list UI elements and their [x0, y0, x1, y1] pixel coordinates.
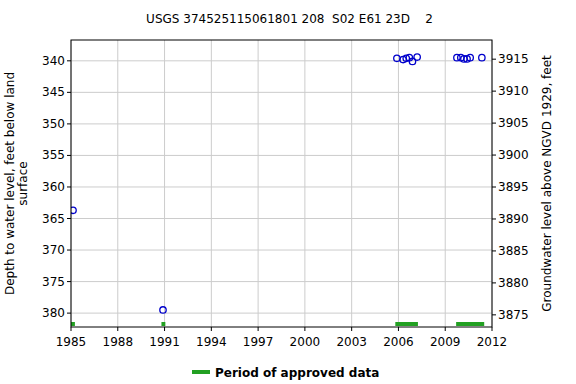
tick	[67, 313, 71, 314]
y-tick-label: 365	[42, 212, 65, 226]
y-tick-label: 375	[42, 275, 65, 289]
data-point	[71, 207, 76, 213]
grid-line	[398, 40, 399, 327]
approved-period	[395, 322, 418, 326]
background	[0, 0, 576, 384]
grid-line	[258, 40, 259, 327]
title: USGS 374525115061801 208 S02 E61 23D 2	[146, 12, 433, 26]
x-tick-label: 1997	[243, 335, 274, 349]
y-tick-label: 345	[42, 85, 65, 99]
tick	[304, 327, 305, 331]
data-point	[467, 54, 473, 60]
grid-line	[71, 313, 492, 314]
grid-line	[351, 40, 352, 327]
tick	[445, 327, 446, 331]
y2-tick-label: 3880	[498, 276, 529, 290]
grid-line	[71, 186, 492, 187]
tick	[492, 155, 496, 156]
tick	[492, 187, 496, 188]
y-tick-label: 360	[42, 180, 65, 194]
legend-swatch	[192, 370, 210, 374]
y2-tick-label: 3915	[498, 52, 529, 66]
grid-line	[304, 40, 305, 327]
tick	[67, 218, 71, 219]
y2-tick-label: 3900	[498, 148, 529, 162]
tick	[67, 281, 71, 282]
tick	[67, 92, 71, 93]
tick	[67, 186, 71, 187]
x-tick-label: 2000	[290, 335, 321, 349]
grid-line	[164, 40, 165, 327]
tick	[67, 60, 71, 61]
data-point	[160, 307, 166, 313]
x-tick-label: 2009	[430, 335, 461, 349]
tick	[492, 250, 496, 251]
tick	[398, 327, 399, 331]
tick	[67, 123, 71, 124]
tick	[164, 327, 165, 331]
grid-line	[71, 123, 492, 124]
grid-line	[71, 281, 492, 282]
y2-tick-label: 3875	[498, 308, 529, 322]
data-point	[414, 54, 420, 60]
legend-label: Period of approved data	[215, 366, 379, 380]
y-tick-label: 355	[42, 148, 65, 162]
grid-line	[71, 155, 492, 156]
approved-period	[456, 322, 484, 326]
grid-line	[71, 92, 492, 93]
marks	[71, 54, 485, 326]
tick	[492, 91, 496, 92]
tick	[492, 314, 496, 315]
tick	[211, 327, 212, 331]
approved-period	[71, 322, 75, 326]
x-tick-label: 1988	[103, 335, 134, 349]
data-point	[479, 54, 485, 60]
grid-line	[445, 40, 446, 327]
y2-tick-label: 3895	[498, 180, 529, 194]
grid-line	[211, 40, 212, 327]
x-tick-label: 1985	[56, 335, 87, 349]
y2-tick-label: 3905	[498, 116, 529, 130]
plot-frame	[71, 40, 492, 327]
x-tick-label: 1994	[196, 335, 227, 349]
grid-line	[117, 40, 118, 327]
x-tick-label: 2003	[336, 335, 367, 349]
y2-tick-label: 3890	[498, 212, 529, 226]
data-point	[394, 55, 400, 61]
tick	[492, 218, 496, 219]
plot-area	[71, 40, 492, 327]
approved-period	[161, 322, 165, 326]
x-tick-label: 2006	[383, 335, 414, 349]
y2-axis-label: Groundwater level above NGVD 1929, feet	[540, 55, 554, 312]
tick	[351, 327, 352, 331]
tick	[117, 327, 118, 331]
y2-tick-label: 3910	[498, 84, 529, 98]
y-axis-label: Depth to water level, feet below land	[3, 72, 17, 295]
x-tick-label: 1991	[149, 335, 180, 349]
tick	[258, 327, 259, 331]
grid-line	[71, 218, 492, 219]
tick	[492, 282, 496, 283]
x-tick-label: 2012	[477, 335, 508, 349]
grid-line	[71, 250, 492, 251]
grid-line	[71, 60, 492, 61]
tick	[492, 123, 496, 124]
y-tick-label: 380	[42, 306, 65, 320]
tick	[492, 59, 496, 60]
y-tick-label: 340	[42, 54, 65, 68]
tick	[492, 327, 493, 331]
y-tick-label: 370	[42, 243, 65, 257]
tick	[67, 250, 71, 251]
tick	[71, 327, 72, 331]
tick	[67, 155, 71, 156]
y-axis-label: surface	[16, 161, 30, 205]
y-tick-label: 350	[42, 117, 65, 131]
y2-tick-label: 3885	[498, 244, 529, 258]
